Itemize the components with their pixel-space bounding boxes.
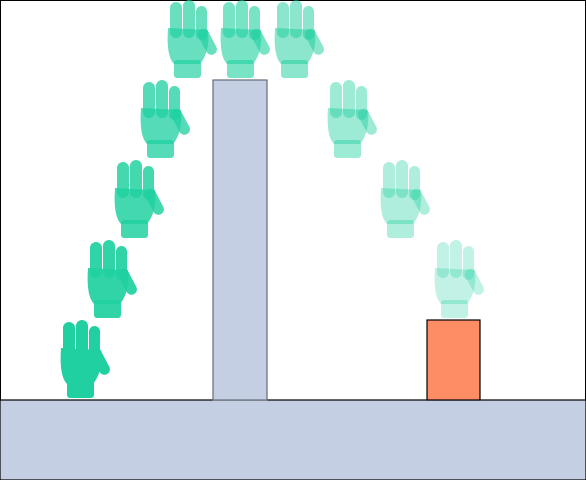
- target-block: [426, 319, 481, 401]
- wall-obstacle: [212, 79, 268, 401]
- ground-plane: [0, 399, 586, 480]
